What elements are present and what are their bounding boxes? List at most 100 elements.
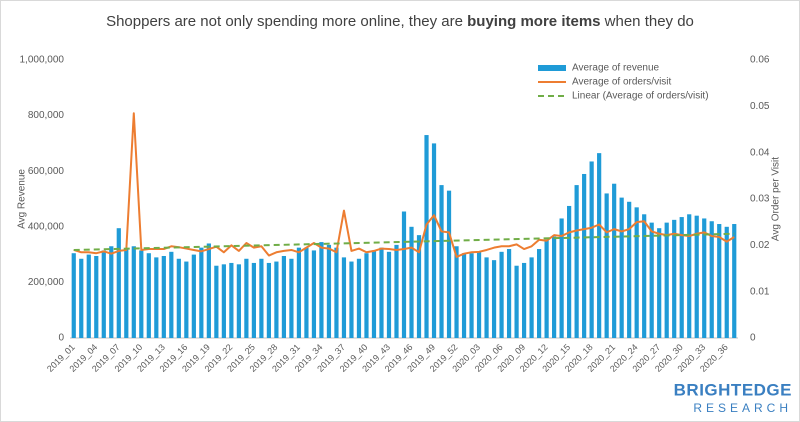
bar (567, 205, 572, 338)
y2-tick-label: 0.01 (750, 286, 770, 297)
y-tick-label: 1,000,000 (20, 55, 65, 66)
bar (379, 247, 384, 338)
bar (476, 251, 482, 338)
bar (214, 265, 219, 338)
bar (424, 135, 429, 338)
bar (619, 197, 624, 338)
bar (679, 217, 684, 338)
bar (454, 246, 459, 338)
bar (627, 201, 632, 338)
bar (229, 262, 234, 338)
brand-name: BRIGHTEDGE (674, 380, 792, 399)
bar (597, 153, 602, 338)
title-part: when they do (601, 13, 694, 30)
bar (552, 236, 557, 338)
bar (139, 250, 144, 338)
bar (499, 251, 504, 338)
bar (709, 221, 714, 338)
chart-title: Shoppers are not only spending more onli… (106, 13, 694, 30)
bar (101, 250, 106, 338)
bar (199, 247, 204, 338)
bar (649, 222, 654, 338)
trendline (73, 232, 735, 251)
bar (169, 251, 174, 338)
bar (491, 260, 497, 338)
bar (124, 249, 129, 338)
bar (536, 249, 542, 338)
y-tick-label: 0 (58, 333, 64, 344)
y-tick-label: 600,000 (28, 166, 65, 177)
bar (672, 219, 677, 338)
bar (71, 253, 76, 338)
bar (514, 265, 519, 338)
bar (446, 190, 452, 338)
bar (484, 257, 489, 338)
bar (349, 261, 354, 338)
bar (544, 239, 549, 338)
y2-tick-label: 0 (750, 333, 756, 344)
bar (109, 246, 114, 338)
y-tick-label: 200,000 (28, 277, 65, 288)
bar (86, 254, 91, 338)
bar (612, 183, 617, 338)
bar (642, 214, 647, 338)
bar (702, 218, 707, 338)
bar (79, 258, 84, 338)
bar (401, 211, 407, 338)
bar (409, 226, 414, 338)
bar (364, 253, 369, 338)
bar (274, 261, 279, 338)
y2-tick-label: 0.03 (750, 194, 770, 205)
bar (319, 242, 324, 338)
bar (687, 214, 692, 338)
y-axis-title: Avg Revenue (17, 169, 28, 229)
bar (559, 218, 564, 338)
bar (356, 258, 362, 338)
bar (281, 255, 287, 338)
bar (506, 249, 512, 338)
bar (206, 243, 211, 338)
title-part: Shoppers are not only spending more onli… (106, 13, 467, 30)
bar (521, 262, 527, 338)
bar (582, 173, 587, 338)
y2-tick-label: 0.06 (750, 55, 770, 66)
legend-label: Linear (Average of orders/visit) (572, 91, 709, 102)
bar (469, 253, 474, 338)
bar (221, 264, 226, 338)
bar (116, 228, 121, 338)
bar (176, 258, 181, 338)
title-part: buying more items (467, 13, 600, 30)
bar (574, 185, 579, 338)
bar (604, 193, 609, 338)
bar (326, 244, 332, 338)
y2-axis-title: Avg Order per Visit (771, 157, 782, 241)
bar (439, 185, 444, 338)
bar (589, 161, 594, 338)
bar (131, 246, 136, 338)
bar (334, 247, 339, 338)
y-tick-label: 400,000 (28, 221, 65, 232)
bar (386, 251, 392, 338)
brand-sub: RESEARCH (693, 401, 792, 415)
legend-label: Average of revenue (572, 63, 660, 74)
y-tick-label: 800,000 (28, 110, 65, 121)
bar (657, 228, 662, 338)
bar (251, 262, 256, 338)
bar (236, 264, 241, 338)
bar (94, 255, 99, 338)
bar (304, 247, 309, 338)
bar (724, 226, 729, 338)
bar (461, 253, 467, 338)
legend-swatch (538, 65, 566, 71)
bar (732, 224, 737, 338)
bar (371, 250, 377, 338)
bar (529, 257, 534, 338)
bar (266, 262, 272, 338)
bar (717, 224, 722, 338)
bar (289, 258, 294, 338)
bar (146, 253, 151, 338)
bar (154, 257, 159, 338)
y2-tick-label: 0.02 (750, 240, 770, 251)
